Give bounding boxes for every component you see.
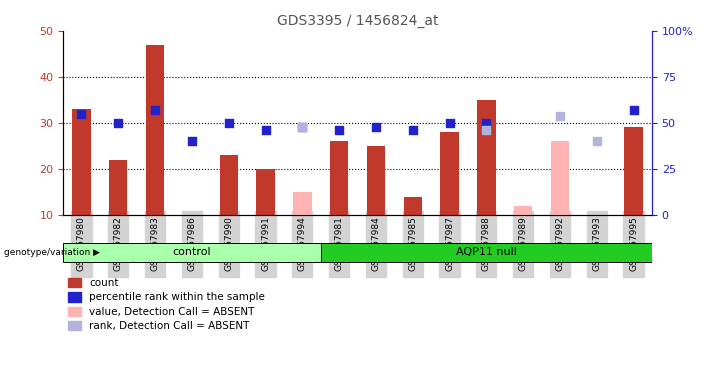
Text: AQP11 null: AQP11 null bbox=[456, 247, 517, 258]
FancyBboxPatch shape bbox=[63, 243, 320, 262]
Point bbox=[149, 107, 161, 113]
Legend: count, percentile rank within the sample, value, Detection Call = ABSENT, rank, : count, percentile rank within the sample… bbox=[68, 278, 265, 331]
Point bbox=[370, 124, 381, 130]
Point bbox=[628, 107, 639, 113]
Bar bbox=[477, 100, 496, 215]
Point bbox=[76, 111, 87, 117]
Bar bbox=[551, 141, 569, 215]
Bar bbox=[146, 45, 164, 215]
Bar bbox=[625, 127, 643, 215]
Bar bbox=[330, 141, 348, 215]
Bar bbox=[109, 160, 128, 215]
Point bbox=[554, 113, 566, 119]
Point bbox=[481, 120, 492, 126]
Point bbox=[481, 127, 492, 133]
Title: GDS3395 / 1456824_at: GDS3395 / 1456824_at bbox=[277, 14, 438, 28]
Bar bbox=[440, 132, 458, 215]
Point bbox=[591, 138, 602, 144]
Text: control: control bbox=[172, 247, 211, 258]
Point bbox=[407, 127, 418, 133]
Text: genotype/variation ▶: genotype/variation ▶ bbox=[4, 248, 100, 257]
Bar bbox=[219, 155, 238, 215]
Bar bbox=[404, 197, 422, 215]
Point bbox=[334, 127, 345, 133]
Point bbox=[297, 124, 308, 130]
Bar bbox=[257, 169, 275, 215]
Bar bbox=[367, 146, 385, 215]
Point bbox=[297, 124, 308, 130]
FancyBboxPatch shape bbox=[320, 243, 652, 262]
Bar bbox=[72, 109, 90, 215]
Bar bbox=[293, 192, 311, 215]
Point bbox=[444, 120, 455, 126]
Point bbox=[186, 138, 198, 144]
Point bbox=[260, 127, 271, 133]
Point bbox=[113, 120, 124, 126]
Bar bbox=[514, 206, 532, 215]
Point bbox=[223, 120, 234, 126]
